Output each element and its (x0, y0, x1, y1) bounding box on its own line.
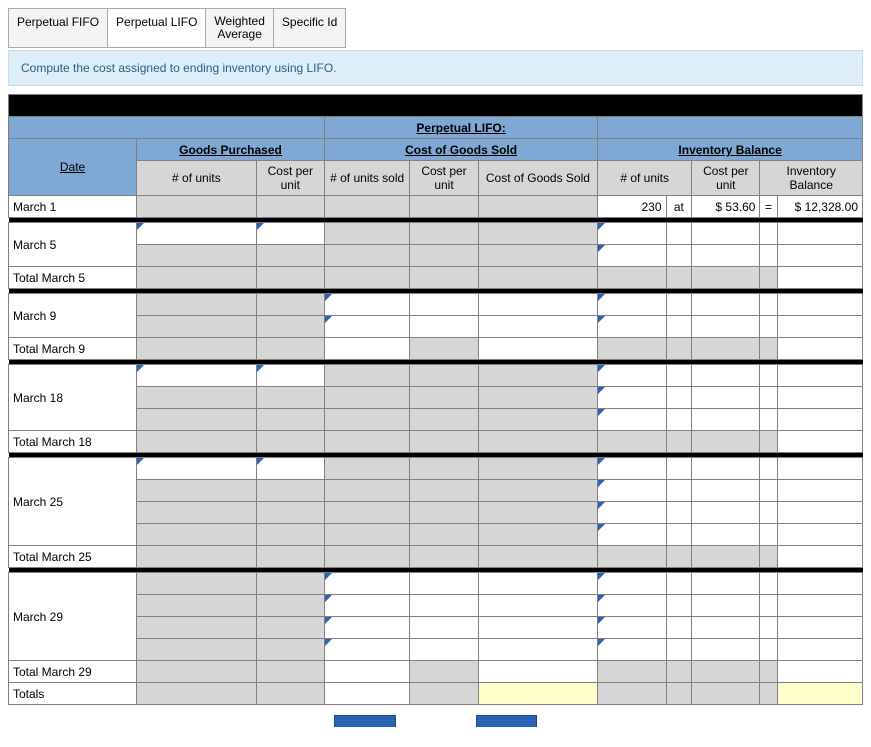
march1-inv-units: 230 (598, 196, 666, 218)
march29-inv-units-4[interactable] (598, 639, 666, 661)
title-row: Perpetual LIFO: (9, 117, 863, 139)
tab-perpetual-lifo[interactable]: Perpetual LIFO (107, 8, 206, 48)
totals-cogs (478, 683, 598, 705)
label-march1: March 1 (9, 196, 137, 218)
tab-specific-id[interactable]: Specific Id (273, 8, 346, 48)
nav-buttons (8, 715, 863, 727)
march25-gp-units[interactable] (137, 458, 257, 480)
row-march5-2 (9, 245, 863, 267)
totals-inv-balance (777, 683, 862, 705)
march5-gp-units[interactable] (137, 223, 257, 245)
row-march25-2 (9, 480, 863, 502)
row-march1: March 1 230 at $ 53.60 = $ 12,328.00 (9, 196, 863, 218)
march1-inv-balance: $ 12,328.00 (777, 196, 862, 218)
march1-inv-cpu: $ 53.60 (692, 196, 760, 218)
march9-inv-units-1[interactable] (598, 294, 666, 316)
worksheet-title: Perpetual LIFO: (324, 117, 597, 139)
march25-inv-units-3[interactable] (598, 502, 666, 524)
label-total-march25: Total March 25 (9, 546, 137, 568)
march25-gp-cpu[interactable] (256, 458, 324, 480)
march1-eq: = (760, 196, 777, 218)
col-cogs-cpu: Cost per unit (410, 161, 478, 196)
method-tabs: Perpetual FIFO Perpetual LIFO Weighted A… (8, 8, 863, 48)
row-march18-3 (9, 409, 863, 431)
march5-inv-units-2[interactable] (598, 245, 666, 267)
label-march9: March 9 (9, 294, 137, 338)
label-march5: March 5 (9, 223, 137, 267)
march25-inv-units-2[interactable] (598, 480, 666, 502)
row-total-march25: Total March 25 (9, 546, 863, 568)
row-total-march18: Total March 18 (9, 431, 863, 453)
lifo-worksheet: Perpetual LIFO: Date Goods Purchased Cos… (8, 94, 863, 705)
tab-weighted-average[interactable]: Weighted Average (205, 8, 273, 48)
section-headers-row: Date Goods Purchased Cost of Goods Sold … (9, 139, 863, 161)
march18-gp-units[interactable] (137, 365, 257, 387)
march29-units-sold-1[interactable] (324, 573, 409, 595)
march9-inv-units-2[interactable] (598, 316, 666, 338)
header-cogs: Cost of Goods Sold (324, 139, 597, 161)
col-gp-cpu: Cost per unit (256, 161, 324, 196)
march29-units-sold-3[interactable] (324, 617, 409, 639)
header-goods-purchased: Goods Purchased (137, 139, 325, 161)
col-gp-units: # of units (137, 161, 257, 196)
march9-units-sold-2[interactable] (324, 316, 409, 338)
row-march29-2 (9, 595, 863, 617)
header-inventory-balance: Inventory Balance (598, 139, 863, 161)
instruction-bar: Compute the cost assigned to ending inve… (8, 50, 863, 86)
march29-units-sold-4[interactable] (324, 639, 409, 661)
march5-gp-cpu[interactable] (256, 223, 324, 245)
label-total-march18: Total March 18 (9, 431, 137, 453)
march29-inv-units-1[interactable] (598, 573, 666, 595)
column-headers-row: # of units Cost per unit # of units sold… (9, 161, 863, 196)
col-inv-balance: Inventory Balance (760, 161, 863, 196)
col-inv-units: # of units (598, 161, 692, 196)
label-total-march9: Total March 9 (9, 338, 137, 360)
row-total-march5: Total March 5 (9, 267, 863, 289)
header-date: Date (9, 139, 137, 196)
march29-inv-units-3[interactable] (598, 617, 666, 639)
label-totals: Totals (9, 683, 137, 705)
march25-inv-units-4[interactable] (598, 524, 666, 546)
row-march9-2 (9, 316, 863, 338)
label-march25: March 25 (9, 458, 137, 546)
label-march18: March 18 (9, 365, 137, 431)
col-inv-cpu: Cost per unit (692, 161, 760, 196)
march18-inv-units-2[interactable] (598, 387, 666, 409)
label-total-march29: Total March 29 (9, 661, 137, 683)
tab-weighted-line2: Average (214, 28, 264, 41)
march29-units-sold-2[interactable] (324, 595, 409, 617)
col-cogs-amount: Cost of Goods Sold (478, 161, 598, 196)
label-total-march5: Total March 5 (9, 267, 137, 289)
row-march5-1: March 5 (9, 223, 863, 245)
march18-inv-units-3[interactable] (598, 409, 666, 431)
row-march29-3 (9, 617, 863, 639)
row-march9-1: March 9 (9, 294, 863, 316)
march18-inv-units-1[interactable] (598, 365, 666, 387)
next-button[interactable] (476, 715, 538, 727)
row-march18-2 (9, 387, 863, 409)
march1-at: at (666, 196, 692, 218)
row-total-march29: Total March 29 (9, 661, 863, 683)
row-totals: Totals (9, 683, 863, 705)
march5-inv-units-1[interactable] (598, 223, 666, 245)
col-units-sold: # of units sold (324, 161, 409, 196)
march18-gp-cpu[interactable] (256, 365, 324, 387)
march25-inv-units-1[interactable] (598, 458, 666, 480)
row-march25-1: March 25 (9, 458, 863, 480)
prev-button[interactable] (334, 715, 396, 727)
tab-perpetual-fifo[interactable]: Perpetual FIFO (8, 8, 108, 48)
row-march29-1: March 29 (9, 573, 863, 595)
row-march29-4 (9, 639, 863, 661)
label-march29: March 29 (9, 573, 137, 661)
row-march25-3 (9, 502, 863, 524)
march29-inv-units-2[interactable] (598, 595, 666, 617)
march9-units-sold-1[interactable] (324, 294, 409, 316)
row-total-march9: Total March 9 (9, 338, 863, 360)
row-march25-4 (9, 524, 863, 546)
row-march18-1: March 18 (9, 365, 863, 387)
